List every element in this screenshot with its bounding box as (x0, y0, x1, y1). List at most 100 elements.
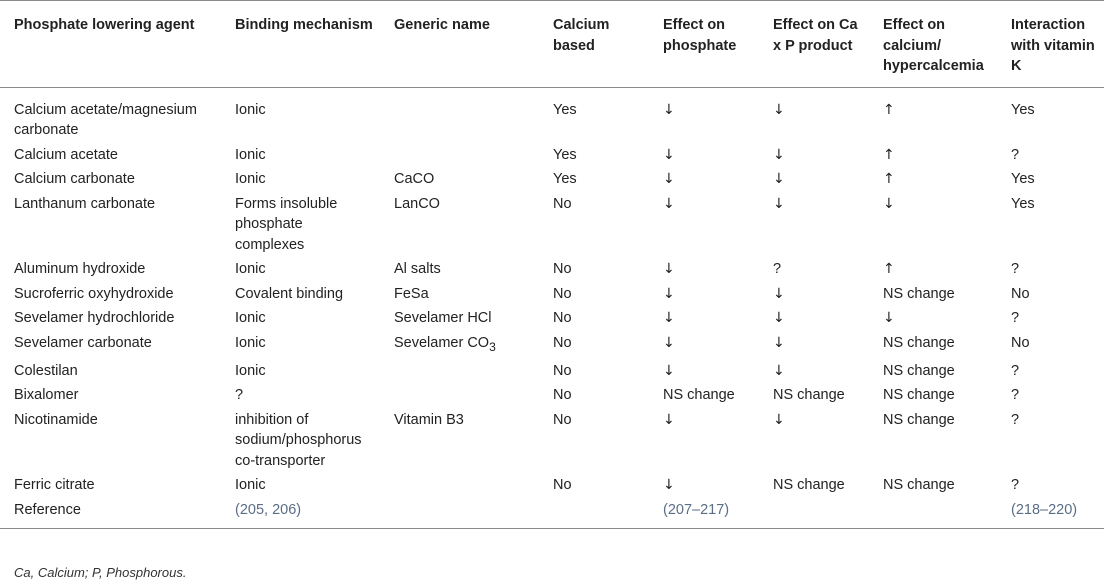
cell-agent-text: Calcium acetate (14, 146, 118, 163)
cell-vitamin-k-text: ? (1011, 362, 1020, 379)
header-effect-phosphate: Effect on phosphate (663, 17, 737, 54)
cell-effect-calcium: ↓ (869, 308, 997, 333)
cell-mechanism: Ionic (221, 169, 380, 194)
cell-effect-calcium: NS change (869, 284, 997, 309)
cell-calcium-based-text: No (553, 310, 572, 326)
cell-mechanism-text: Ionic (235, 146, 266, 163)
cell-calcium-based: No (539, 259, 649, 284)
cell-mechanism: Ionic (221, 475, 380, 500)
cell-calcium-based-text: No (553, 285, 572, 302)
cell-agent-text: Colestilan (14, 362, 78, 379)
cell-calcium-based: No (539, 410, 649, 476)
cell-vitamin-k-text[interactable]: (218–220) (1011, 501, 1078, 518)
cell-vitamin-k-text: Yes (1011, 101, 1035, 118)
cell-calcium-based: Yes (539, 87, 649, 145)
cell-effect-cap-product: ↓ (759, 410, 869, 476)
cell-effect-cap-product-text: ↓ (773, 101, 785, 118)
cell-effect-phosphate-text: ↓ (663, 285, 675, 302)
cell-vitamin-k[interactable]: (218–220) (997, 500, 1104, 529)
cell-effect-phosphate-text[interactable]: (207–217) (663, 501, 730, 518)
cell-effect-cap-product: ↓ (759, 87, 869, 145)
header-generic-name: Generic name (394, 17, 490, 33)
cell-effect-calcium-text: NS change (883, 477, 955, 494)
cell-mechanism: Ionic (221, 308, 380, 333)
cell-vitamin-k-text: No (1011, 334, 1030, 351)
cell-calcium-based-text: No (553, 362, 572, 379)
cell-calcium-based (539, 500, 649, 529)
cell-agent-text: Reference (14, 501, 81, 518)
table-row: Lanthanum carbonate Forms insoluble phosp… (0, 194, 1104, 260)
cell-calcium-based-text: Yes (553, 146, 577, 163)
cell-agent: Aluminum hydroxide (0, 259, 221, 284)
cell-effect-phosphate: ↓ (649, 259, 759, 284)
cell-mechanism-text: Ionic (235, 101, 266, 118)
cell-agent-text: Sucroferric oxyhydroxide (14, 285, 174, 302)
cell-effect-cap-product: NS change (759, 475, 869, 500)
cell-effect-calcium: ↑ (869, 145, 997, 170)
cell-effect-calcium: NS change (869, 410, 997, 476)
cell-agent: Calcium carbonate (0, 169, 221, 194)
cell-mechanism: inhibition of sodium/phosphorus co-trans… (221, 410, 380, 476)
cell-effect-phosphate-text: ↓ (663, 261, 675, 277)
cell-effect-cap-product-text: ↓ (773, 171, 785, 187)
cell-effect-cap-product: ↓ (759, 194, 869, 260)
cell-effect-cap-product-text: NS change (773, 477, 845, 494)
cell-mechanism: Ionic (221, 87, 380, 145)
cell-agent: Nicotinamide (0, 410, 221, 476)
cell-vitamin-k-text: Yes (1011, 171, 1035, 187)
cell-effect-phosphate-text: ↓ (663, 477, 675, 494)
cell-effect-phosphate[interactable]: (207–217) (649, 500, 759, 529)
cell-calcium-based: No (539, 333, 649, 361)
cell-agent: Lanthanum carbonate (0, 194, 221, 260)
cell-mechanism: Forms insoluble phosphate complexes (221, 194, 380, 260)
cell-generic-name-text: LanCO (394, 195, 440, 212)
cell-effect-calcium-text: NS change (883, 387, 955, 404)
cell-agent-text: Ferric citrate (14, 477, 95, 494)
cell-mechanism-text: Ionic (235, 362, 266, 379)
subscript: 3 (489, 339, 496, 354)
cell-agent-text: Sevelamer carbonate (14, 334, 152, 351)
cell-calcium-based-text: No (553, 334, 572, 351)
table-row: Sucroferric oxyhydroxide Covalent binding… (0, 284, 1104, 309)
cell-effect-phosphate: ↓ (649, 333, 759, 361)
cell-calcium-based-text: Yes (553, 101, 577, 118)
cell-effect-calcium-text: ↑ (883, 101, 895, 118)
cell-effect-cap-product: ↓ (759, 308, 869, 333)
cell-effect-calcium-text: NS change (883, 362, 955, 379)
cell-agent-text: Sevelamer hydrochloride (14, 310, 175, 326)
cell-vitamin-k: ? (997, 385, 1104, 410)
cell-mechanism-text[interactable]: (205, 206) (235, 501, 302, 518)
cell-effect-calcium: NS change (869, 475, 997, 500)
phosphate-binder-table: Phosphate lowering agent Binding mechani… (0, 0, 1104, 529)
cell-effect-cap-product: ? (759, 259, 869, 284)
cell-effect-calcium: NS change (869, 361, 997, 386)
cell-effect-cap-product-text: ↓ (773, 362, 785, 379)
header-vitamin-k: Interaction with vitamin K (1011, 17, 1095, 74)
cell-agent: Reference (0, 500, 221, 529)
cell-generic-name: CaCO (380, 169, 539, 194)
cell-calcium-based-text: Yes (553, 171, 577, 187)
cell-vitamin-k-text: No (1011, 285, 1030, 302)
cell-calcium-based: No (539, 475, 649, 500)
cell-mechanism[interactable]: (205, 206) (221, 500, 380, 529)
cell-agent-text: Lanthanum carbonate (14, 195, 156, 212)
cell-vitamin-k: ? (997, 410, 1104, 476)
cell-effect-calcium: ↑ (869, 87, 997, 145)
cell-agent: Sevelamer carbonate (0, 333, 221, 361)
cell-effect-phosphate-text: ↓ (663, 310, 675, 326)
cell-vitamin-k: No (997, 284, 1104, 309)
cell-vitamin-k-text: ? (1011, 310, 1020, 326)
cell-agent: Ferric citrate (0, 475, 221, 500)
table-row: Aluminum hydroxide Ionic Al salts No ↓? ↑? (0, 259, 1104, 284)
cell-effect-cap-product-text: ↓ (773, 285, 785, 302)
cell-mechanism-text: Ionic (235, 477, 266, 494)
cell-generic-name: Vitamin B3 (380, 410, 539, 476)
cell-mechanism-text: ? (235, 387, 244, 404)
cell-effect-phosphate: NS change (649, 385, 759, 410)
cell-effect-calcium-text: ↑ (883, 261, 895, 277)
cell-effect-calcium: ↓ (869, 194, 997, 260)
cell-effect-cap-product-text: ↓ (773, 146, 785, 163)
cell-effect-calcium-text: NS change (883, 411, 955, 428)
cell-mechanism: Ionic (221, 361, 380, 386)
